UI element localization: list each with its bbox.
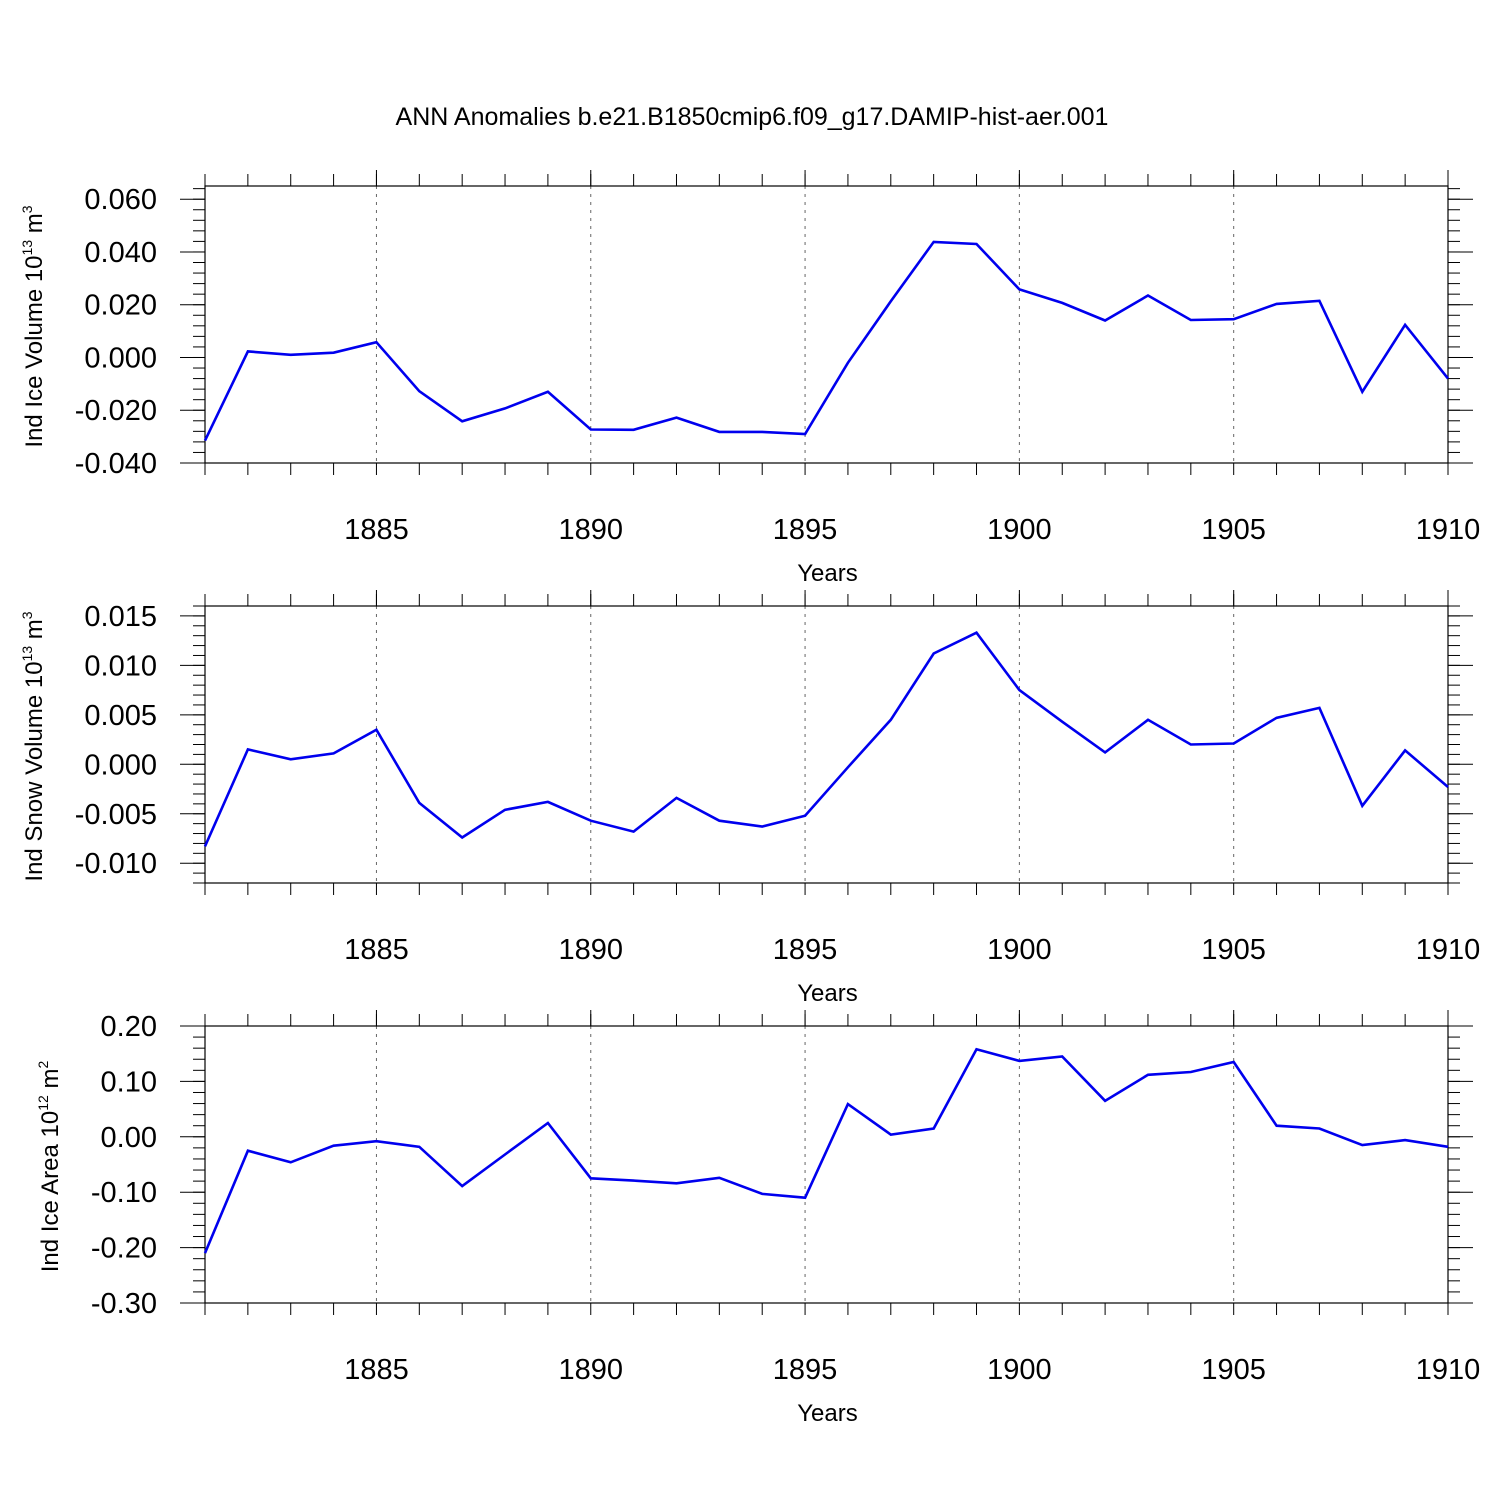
y-axis-label-prefix: Ind Ice Volume 10 [21,255,48,447]
y-axis-label-prefix: Ind Snow Volume 10 [21,661,48,881]
y-tick-label: 0.015 [84,601,157,633]
x-tick-label: 1900 [987,934,1052,966]
x-tick-label: 1895 [773,934,838,966]
series-line [203,1047,1449,1254]
y-axis-label-exp: 13 [19,646,35,662]
x-axis-label: Years [797,1400,858,1427]
x-axis-label: Years [797,980,858,1007]
y-tick-label: 0.010 [84,650,157,682]
y-axis-label: Ind Ice Area 1012 m2 [35,1061,64,1273]
x-tick-label: 1885 [344,514,409,546]
plot-frame [204,1025,1449,1304]
x-tick-label: 1900 [987,514,1052,546]
x-tick-label: 1910 [1416,1354,1481,1386]
x-tick-label: 1890 [559,1354,624,1386]
y-tick-label: 0.040 [84,237,157,269]
y-tick-label: 0.00 [101,1122,157,1154]
y-axis-label-unit: m [37,1069,64,1096]
y-axis-label: Ind Ice Volume 1013 m3 [19,205,48,447]
y-axis-label-prefix: Ind Ice Area 10 [37,1111,64,1272]
y-axis-label-unit: m [21,619,48,646]
y-axis-label-unit-exp: 3 [19,611,35,619]
x-tick-label: 1905 [1201,934,1266,966]
series-line [203,240,1450,442]
chart-panel-3: 1885 1890 1895 1900 1905 1910 0.20 0.10 0.00 -0.1… [35,1010,1480,1427]
x-axis-label: Years [797,560,858,587]
panels: 1885 1890 1895 1900 1905 1910 0.060 0.040 0.020 0… [19,170,1480,1427]
x-tick-label: 1905 [1201,1354,1266,1386]
x-tick-label: 1885 [344,934,409,966]
y-tick-label: 0.060 [84,184,157,216]
y-axis-label-unit: m [21,213,48,240]
y-tick-label: -0.005 [75,799,157,831]
y-tick-label: -0.040 [75,448,157,480]
y-axis-label-exp: 13 [19,240,35,256]
chart-panel-1: 1885 1890 1895 1900 1905 1910 0.060 0.040 0.020 0… [19,170,1480,587]
y-tick-label: 0.020 [84,290,157,322]
y-tick-label: 0.20 [101,1011,157,1043]
y-axis-label-exp: 12 [35,1095,51,1111]
x-tick-label: 1895 [773,1354,838,1386]
y-tick-label: -0.010 [75,848,157,880]
y-tick-label: 0.000 [84,342,157,374]
plot-frame [204,605,1449,884]
y-tick-label: 0.10 [101,1066,157,1098]
x-tick-label: 1890 [559,514,624,546]
y-tick-label: -0.10 [91,1177,157,1209]
y-tick-label: 0.005 [84,700,157,732]
y-tick-label: -0.30 [91,1288,157,1320]
y-tick-label: -0.20 [91,1233,157,1265]
x-tick-label: 1910 [1416,514,1481,546]
x-tick-label: 1895 [773,514,838,546]
x-tick-label: 1890 [559,934,624,966]
x-tick-label: 1900 [987,1354,1052,1386]
x-tick-label: 1905 [1201,514,1266,546]
y-axis-label: Ind Snow Volume 1013 m3 [19,611,48,881]
figure-title: ANN Anomalies b.e21.B1850cmip6.f09_g17.D… [396,103,1109,131]
y-axis-label-unit-exp: 2 [35,1061,51,1069]
plot-frame [204,185,1449,464]
y-axis-label-unit-exp: 3 [19,205,35,213]
x-tick-label: 1910 [1416,934,1481,966]
x-tick-label: 1885 [344,1354,409,1386]
chart-panel-2: 1885 1890 1895 1900 1905 1910 0.015 0.010 0.005 0… [19,590,1480,1007]
y-tick-label: 0.000 [84,749,157,781]
series-line [203,631,1449,847]
y-tick-label: -0.020 [75,395,157,427]
